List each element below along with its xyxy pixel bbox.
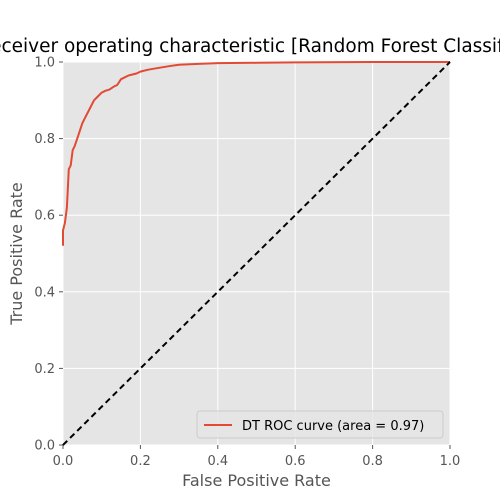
- x-tick-label: 0.4: [207, 454, 228, 469]
- roc-curve-line: [62, 61, 450, 246]
- legend: DT ROC curve (area = 0.97): [196, 410, 444, 439]
- y-tick-label: 1.0: [34, 56, 55, 71]
- chart-title: Receiver operating characteristic [Rando…: [0, 36, 500, 57]
- x-tick-label: 1.0: [440, 454, 461, 469]
- y-tick-label: 0.4: [34, 285, 55, 300]
- y-axis-label: True Positive Rate: [7, 182, 26, 326]
- chance-diagonal-line: [62, 61, 451, 446]
- y-axis-ticks: 0.0 0.2 0.4 0.6 0.8 1.0: [34, 56, 63, 454]
- y-tick-label: 0.0: [34, 439, 55, 454]
- legend-box: [196, 410, 444, 439]
- grid-lines: [62, 61, 451, 446]
- y-tick-label: 0.8: [34, 132, 55, 147]
- y-tick-label: 0.6: [34, 209, 55, 224]
- x-tick-label: 0.6: [285, 454, 306, 469]
- x-tick-label: 0.0: [53, 454, 74, 469]
- x-axis-ticks: 0.0 0.2 0.4 0.6 0.8 1.0: [53, 445, 461, 469]
- x-tick-label: 0.2: [130, 454, 151, 469]
- y-tick-label: 0.2: [34, 362, 55, 377]
- x-tick-label: 0.8: [362, 454, 383, 469]
- legend-label-roc: DT ROC curve (area = 0.97): [242, 419, 424, 434]
- x-axis-label: False Positive Rate: [182, 471, 331, 490]
- series-group: [62, 61, 451, 446]
